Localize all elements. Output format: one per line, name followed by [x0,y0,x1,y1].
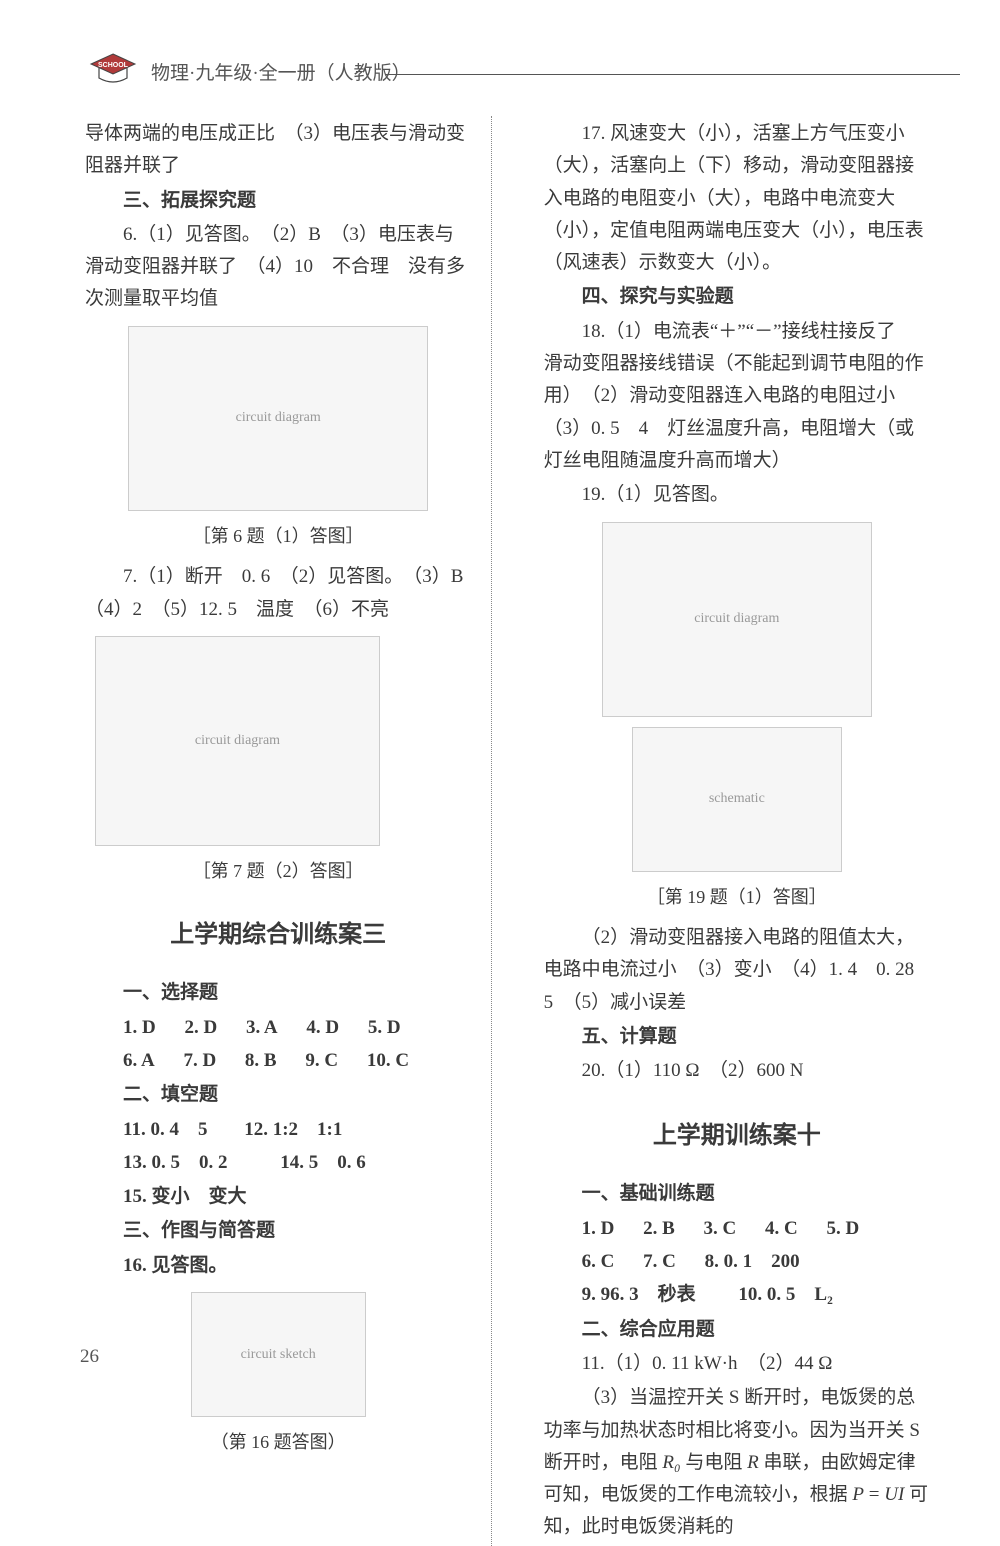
section-heading: 一、选择题 [85,977,471,1009]
answer-q17: 17. 风速变大（小），活塞上方气压变小（大），活塞向上（下）移动，滑动变阻器接… [544,118,930,279]
section-heading: 三、作图与简答题 [85,1215,471,1247]
header-rule [385,74,960,75]
answer-q15: 15. 变小 变大 [85,1181,471,1213]
fill-row: 13. 0. 5 0. 2 14. 5 0. 6 [85,1147,471,1179]
answer-q20: 20.（1）110 Ω （2）600 N [544,1055,930,1087]
column-divider [491,116,523,1546]
section-heading: 一、基础训练题 [544,1178,930,1210]
figure-q16: circuit sketch [191,1292,366,1417]
school-logo-icon: SCHOOL [85,50,141,98]
content-columns: 导体两端的电压成正比 （3）电压表与滑动变阻器并联了 三、拓展探究题 6.（1）… [85,116,930,1546]
figure-caption: ［第 19 题（1）答图］ [544,882,930,913]
fill-row: 11. 0. 4 5 12. 1:2 1:1 [85,1114,471,1146]
page-header: SCHOOL 物理·九年级·全一册（人教版） [85,50,930,98]
answer-q11-3: （3）当温控开关 S 断开时，电饭煲的总功率与加热状态时相比将变小。因为当开关 … [544,1382,930,1543]
answer-q11: 11.（1）0. 11 kW·h （2）44 Ω [544,1348,930,1380]
figure-q7: circuit diagram [95,636,380,846]
basic-row-1: 1. D 2. B 3. C 4. C 5. D [544,1213,930,1245]
answer-q16: 16. 见答图。 [85,1250,471,1282]
choice-row-2: 6. A 7. D 8. B 9. C 10. C [85,1045,471,1077]
figure-caption: （第 16 题答图） [85,1427,471,1458]
answer-q19-1: 19.（1）见答图。 [544,479,930,511]
answer-q6: 6.（1）见答图。 （2）B （3）电压表与滑动变阻器并联了 （4）10 不合理… [85,219,471,316]
figure-q19a: circuit diagram [602,522,872,717]
section-heading: 二、综合应用题 [544,1314,930,1346]
section-title-training10: 上学期训练案十 [544,1116,930,1157]
basic-row-2: 6. C 7. C 8. 0. 1 200 [544,1246,930,1278]
basic-row-3: 9. 96. 3 秒表 10. 0. 5 L₂ [544,1279,930,1311]
figure-caption: ［第 7 题（2）答图］ [85,856,471,887]
section-heading: 五、计算题 [544,1021,930,1053]
figure-caption: ［第 6 题（1）答图］ [85,521,471,552]
section-heading: 四、探究与实验题 [544,281,930,313]
continued-text: 导体两端的电压成正比 （3）电压表与滑动变阻器并联了 [85,118,471,183]
figure-q19b: schematic [632,727,842,872]
section-heading: 三、拓展探究题 [85,185,471,217]
section-heading: 二、填空题 [85,1079,471,1111]
right-column: 17. 风速变大（小），活塞上方气压变小（大），活塞向上（下）移动，滑动变阻器接… [544,116,930,1546]
page-number: 26 [80,1341,99,1373]
svg-text:SCHOOL: SCHOOL [98,62,129,69]
left-column: 导体两端的电压成正比 （3）电压表与滑动变阻器并联了 三、拓展探究题 6.（1）… [85,116,471,1546]
section-title-training3: 上学期综合训练案三 [85,915,471,956]
answer-q18: 18.（1）电流表“＋”“－”接线柱接反了 滑动变阻器接线错误（不能起到调节电阻… [544,316,930,477]
choice-row-1: 1. D 2. D 3. A 4. D 5. D [85,1012,471,1044]
figure-q6: circuit diagram [128,326,428,511]
answer-q7: 7.（1）断开 0. 6 （2）见答图。 （3）B （4）2 （5）12. 5 … [85,561,471,626]
answer-q19-2: （2）滑动变阻器接入电路的阻值太大，电路中电流过小 （3）变小 （4）1. 4 … [544,922,930,1019]
header-title: 物理·九年级·全一册（人教版） [151,58,411,90]
